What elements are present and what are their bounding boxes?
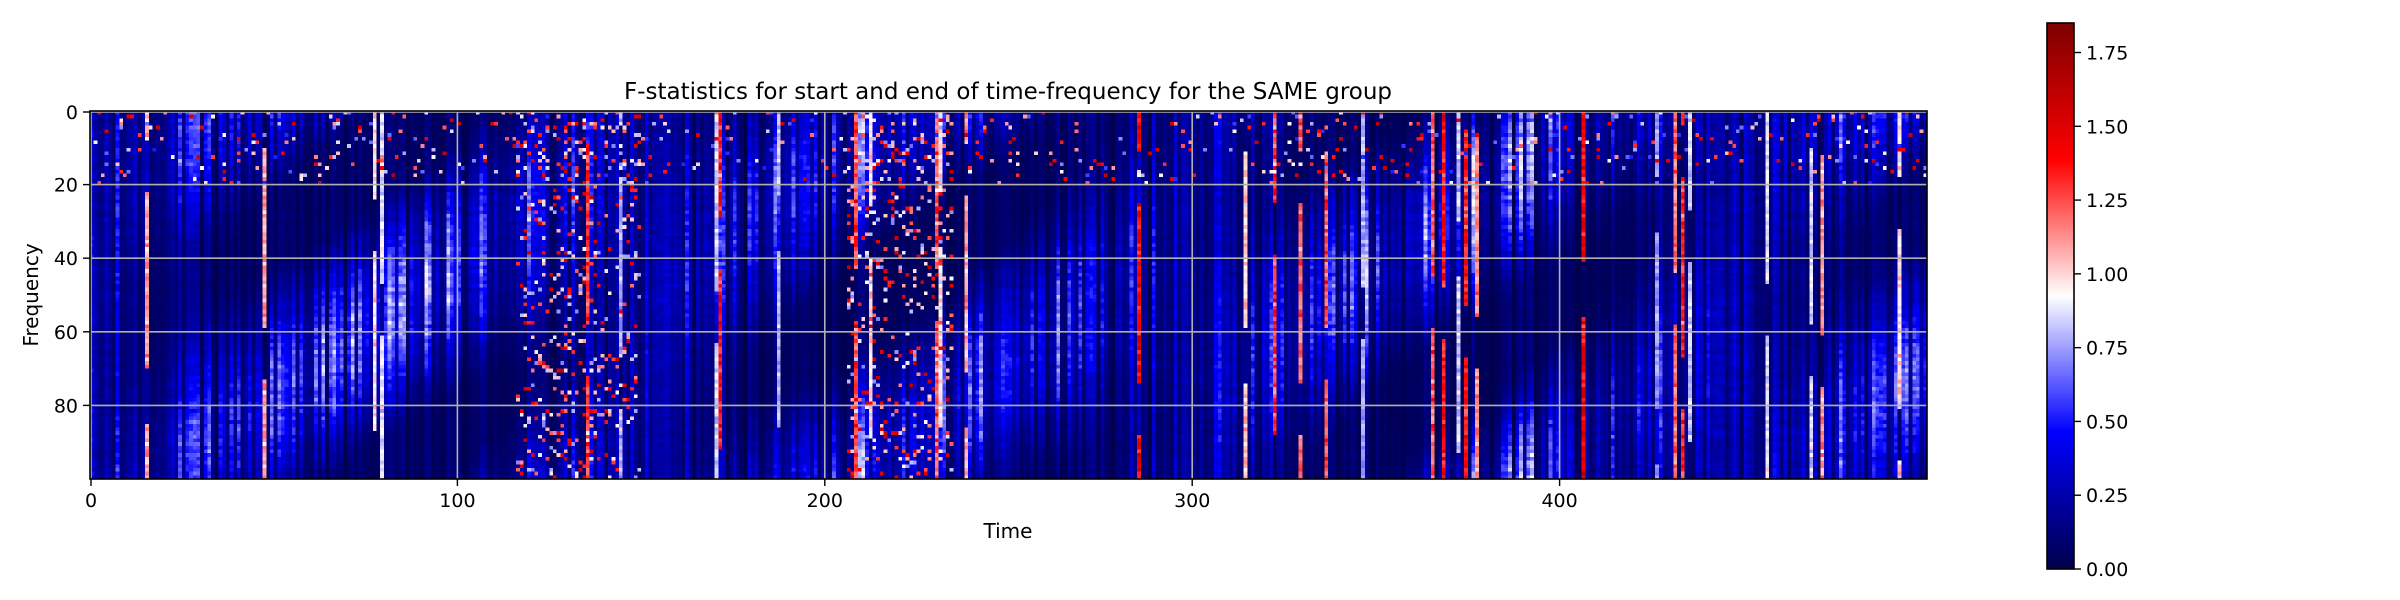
x-axis: 0 100 200 300 400 [85, 479, 1578, 512]
y-tick-label: 60 [54, 322, 78, 344]
y-tick-label: 20 [54, 175, 78, 197]
colorbar-tick-label: 0.75 [2086, 338, 2128, 360]
chart-title: F-statistics for start and end of time-f… [624, 79, 1392, 105]
colorbar-tick-label: 0.00 [2086, 559, 2128, 581]
y-tick-label: 80 [54, 395, 78, 417]
colorbar-axis: 0.00 0.25 0.50 0.75 1.00 1.25 1.50 1.75 [2074, 43, 2128, 581]
colorbar-tick-label: 1.75 [2086, 43, 2128, 65]
x-tick-label: 100 [439, 490, 475, 512]
y-tick-label: 0 [66, 102, 78, 124]
colorbar-tick-label: 0.25 [2086, 485, 2128, 507]
x-tick-label: 0 [85, 490, 97, 512]
colorbar-tick-label: 1.50 [2086, 116, 2128, 138]
x-tick-label: 300 [1174, 490, 1210, 512]
colorbar [2047, 23, 2074, 569]
y-axis-label: Frequency [19, 243, 43, 346]
colorbar-tick-label: 0.50 [2086, 411, 2128, 433]
colorbar-tick-label: 1.00 [2086, 264, 2128, 286]
y-axis: 0 20 40 60 80 [54, 102, 90, 417]
y-tick-label: 40 [54, 248, 78, 270]
colorbar-tick-label: 1.25 [2086, 190, 2128, 212]
x-tick-label: 200 [807, 490, 843, 512]
heatmap [90, 111, 1927, 479]
x-tick-label: 400 [1541, 490, 1577, 512]
x-axis-label: Time [983, 519, 1033, 543]
